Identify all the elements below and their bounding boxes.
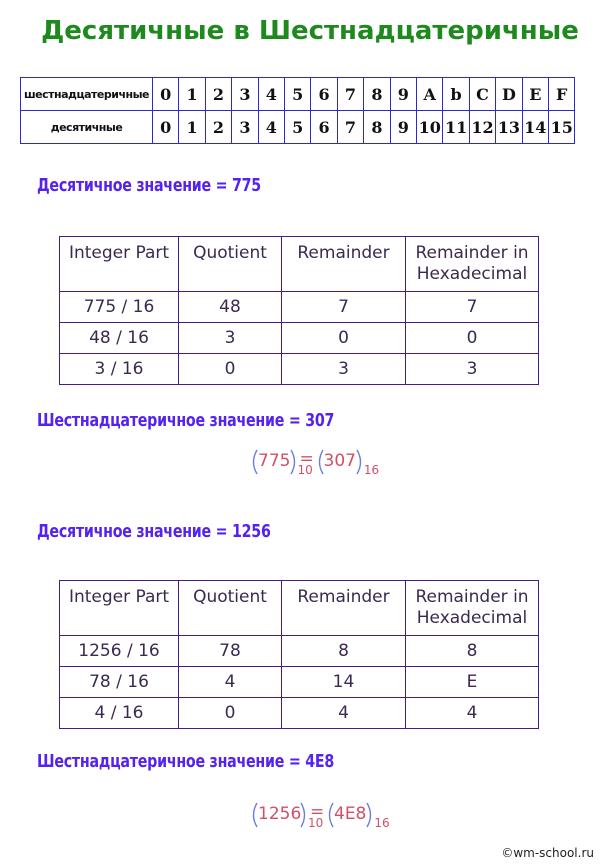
right-number: 307 — [323, 451, 356, 471]
header-cell: Integer Part — [59, 236, 179, 292]
table-cell: 8 — [405, 635, 539, 667]
table-cell: 3 — [178, 322, 282, 354]
table-cell: 78 — [178, 635, 282, 667]
lookup-cell: 2 — [204, 77, 233, 111]
header-cell: Quotient — [178, 580, 282, 636]
lookup-cell: D — [495, 77, 523, 111]
close-paren — [300, 802, 306, 828]
header-cell: Remainder — [281, 236, 406, 292]
lookup-cell: 9 — [389, 110, 417, 144]
right-number: 4E8 — [334, 804, 367, 824]
lookup-cell: 11 — [442, 110, 470, 144]
header-cell: Integer Part — [59, 580, 179, 636]
lookup-cell: 2 — [204, 110, 233, 144]
lookup-cell: 5 — [284, 77, 312, 111]
lookup-cell: 7 — [336, 77, 365, 111]
table-cell: 78 / 16 — [59, 666, 179, 698]
table-cell: 4 — [281, 697, 406, 729]
heading: Десятичное значение = 775 — [37, 175, 261, 196]
row-label: шестнадцатеричные — [20, 77, 153, 111]
left-number: 1256 — [258, 804, 302, 824]
lookup-cell: 3 — [231, 110, 259, 144]
right-base: 16 — [363, 463, 380, 477]
heading: Десятичное значение = 1256 — [37, 521, 271, 542]
table-cell: 7 — [405, 291, 539, 323]
lookup-cell: 13 — [495, 110, 523, 144]
lookup-cell: F — [548, 77, 576, 111]
lookup-cell: 7 — [336, 110, 365, 144]
header-cell: Remainder in Hexadecimal — [405, 236, 539, 292]
header-cell: Quotient — [178, 236, 282, 292]
left-base: 10 — [308, 816, 324, 830]
table-cell: 1256 / 16 — [59, 635, 179, 667]
lookup-cell: 6 — [310, 110, 338, 144]
lookup-cell: 0 — [152, 110, 180, 144]
lookup-cell: 0 — [152, 77, 180, 111]
lookup-cell: A — [416, 77, 444, 111]
lookup-cell: 8 — [363, 77, 391, 111]
table-cell: 8 — [281, 635, 406, 667]
result: Шестнадцатеричное значение = 307 — [37, 410, 335, 431]
table-cell: 3 — [405, 353, 539, 385]
table-cell: 0 — [178, 697, 282, 729]
lookup-cell: 12 — [468, 110, 497, 144]
lookup-cell: 5 — [284, 110, 312, 144]
lookup-cell: 8 — [363, 110, 391, 144]
open-paren — [318, 449, 324, 475]
table-cell: 7 — [281, 291, 406, 323]
table-cell: E — [405, 666, 539, 698]
header-cell: Remainder in Hexadecimal — [405, 580, 539, 636]
equals: = — [299, 449, 314, 469]
lookup-cell: E — [521, 77, 549, 111]
equals: = — [310, 802, 325, 822]
footer: ©wm-school.ru — [501, 846, 594, 860]
open-paren — [252, 802, 258, 828]
row-label: десятичные — [20, 110, 153, 144]
table-cell: 775 / 16 — [59, 291, 179, 323]
table-cell: 4 — [178, 666, 282, 698]
left-number: 775 — [258, 451, 291, 471]
left-base: 10 — [297, 463, 313, 477]
lookup-cell: 4 — [257, 110, 285, 144]
lookup-cell: 1 — [178, 77, 206, 111]
table-cell: 4 — [405, 697, 539, 729]
close-paren — [289, 449, 295, 475]
lookup-cell: C — [468, 77, 497, 111]
table-cell: 3 / 16 — [59, 353, 179, 385]
lookup-cell: 14 — [521, 110, 549, 144]
table-cell: 14 — [281, 666, 406, 698]
table-cell: 4 / 16 — [59, 697, 179, 729]
header-cell: Remainder — [281, 580, 406, 636]
table-cell: 3 — [281, 353, 406, 385]
result: Шестнадцатеричное значение = 4E8 — [37, 751, 334, 772]
table-cell: 0 — [281, 322, 406, 354]
lookup-cell: 1 — [178, 110, 206, 144]
open-paren — [328, 802, 334, 828]
open-paren — [252, 449, 258, 475]
lookup-cell: 15 — [548, 110, 576, 144]
lookup-cell: 3 — [231, 77, 259, 111]
table-cell: 0 — [405, 322, 539, 354]
table-cell: 48 — [178, 291, 282, 323]
lookup-cell: 10 — [416, 110, 444, 144]
close-paren — [356, 449, 362, 475]
table-cell: 48 / 16 — [59, 322, 179, 354]
lookup-cell: 4 — [257, 77, 285, 111]
lookup-cell: 6 — [310, 77, 338, 111]
lookup-cell: b — [442, 77, 470, 111]
lookup-cell: 9 — [389, 77, 417, 111]
right-base: 16 — [374, 816, 390, 830]
table-cell: 0 — [178, 353, 282, 385]
close-paren — [366, 802, 372, 828]
title: Десятичные в Шестнадцатеричные — [41, 16, 579, 46]
